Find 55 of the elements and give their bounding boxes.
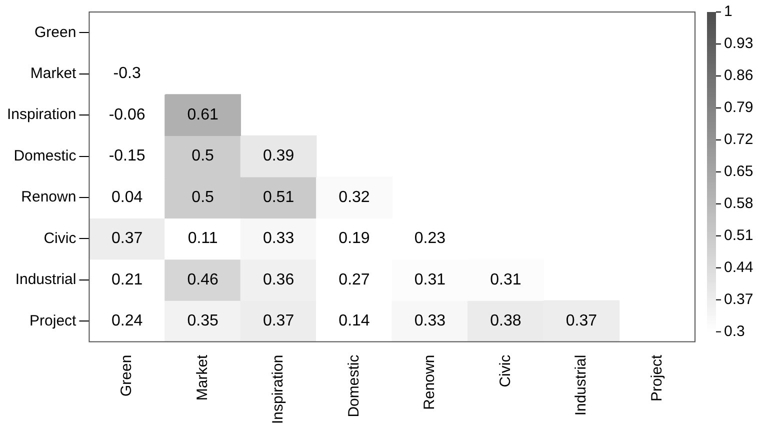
color-bar-label: 0.65 (724, 163, 754, 180)
data-label: 0.61 (187, 106, 218, 124)
y-tick-label: Domestic (14, 147, 77, 164)
y-tick-label: Renown (21, 188, 76, 206)
data-label: 0.19 (338, 230, 370, 248)
data-label: 0.39 (262, 148, 294, 165)
color-bar-label: 1 (724, 3, 732, 20)
color-bar-label: 0.51 (724, 226, 754, 244)
color-bar-label: 0.58 (724, 195, 754, 212)
color-bar-label: 0.3 (724, 322, 745, 340)
data-label: 0.5 (192, 188, 214, 206)
data-label: 0.14 (338, 312, 370, 330)
data-label: 0.23 (414, 230, 446, 248)
color-bar-label: 0.72 (724, 131, 754, 148)
y-tick-label: Industrial (15, 271, 76, 288)
data-label: -0.15 (108, 148, 146, 165)
x-tick-label: Domestic (345, 354, 362, 418)
data-label: 0.37 (566, 312, 598, 330)
x-tick-label: Civic (496, 354, 514, 388)
data-label: 0.46 (187, 271, 218, 288)
data-label: 0.51 (262, 188, 294, 206)
y-tick-label: Civic (44, 230, 77, 247)
x-tick-label: Project (648, 354, 666, 402)
data-label: 0.11 (188, 230, 218, 248)
data-label: 0.31 (414, 271, 446, 288)
data-label: 0.27 (338, 271, 370, 288)
x-tick-label: Inspiration (270, 354, 287, 424)
y-tick-label: Green (34, 24, 76, 41)
y-tick-label: Project (30, 312, 78, 330)
x-tick-label: Market (194, 354, 211, 401)
color-bar-label: 0.44 (724, 258, 754, 276)
data-label: 0.32 (338, 188, 370, 206)
x-tick-label: Industrial (572, 354, 590, 416)
color-bar-label: 0.86 (724, 67, 754, 84)
data-label: 0.31 (490, 271, 522, 288)
color-bar-label: 0.37 (724, 290, 754, 308)
data-label: 0.37 (262, 312, 294, 330)
data-label: 0.04 (112, 188, 143, 206)
data-label: 0.36 (262, 271, 294, 288)
x-tick-label: Green (118, 354, 136, 396)
data-label: 0.38 (490, 312, 522, 330)
data-label: 0.37 (112, 230, 143, 248)
x-tick-label: Renown (421, 354, 438, 410)
data-label: 0.33 (262, 230, 294, 248)
y-tick-label: Market (30, 64, 78, 82)
y-tick-label: Inspiration (6, 106, 76, 124)
data-label: 0.24 (112, 312, 143, 330)
color-bar-label: 0.79 (724, 99, 754, 116)
color-bar-label: 0.93 (724, 35, 754, 52)
data-label: 0.21 (112, 271, 143, 288)
data-label: -0.3 (113, 65, 141, 82)
data-label: 0.33 (414, 312, 446, 330)
data-label: -0.06 (108, 106, 146, 124)
data-label: 0.35 (187, 312, 218, 330)
data-label: 0.5 (192, 148, 214, 165)
